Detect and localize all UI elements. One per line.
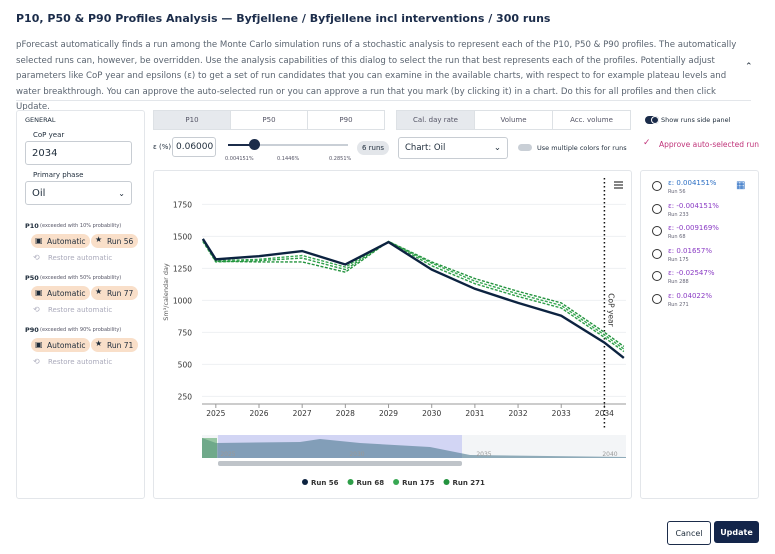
run-epsilon[interactable]: ε: 0.01657%: [668, 246, 712, 255]
epsilon-input[interactable]: 0.06000: [172, 137, 216, 157]
run-text: Run 77: [107, 288, 134, 298]
chart-select-value: Chart: Oil: [405, 143, 446, 153]
chevron: ⌄: [493, 143, 501, 153]
toggle[interactable]: [518, 144, 532, 151]
run-name[interactable]: Run 175: [668, 256, 689, 263]
run-epsilon[interactable]: ε: -0.02547%: [668, 269, 715, 277]
star-icon: ★: [95, 287, 103, 296]
run-pill[interactable]: ★ Run 71: [91, 338, 139, 352]
measure-tab[interactable]: Acc. volume: [552, 110, 631, 130]
run-name[interactable]: Run 56: [668, 189, 686, 195]
description: pForecast automatically finds a run amon…: [16, 40, 737, 112]
mode-icon: ▣: [35, 340, 43, 349]
toggle-label: Show runs side panel: [661, 116, 731, 124]
approve-icon[interactable]: ✓: [643, 138, 651, 148]
restore-icon: ⟲: [33, 253, 40, 262]
radio[interactable]: [652, 181, 662, 191]
run-pill[interactable]: ★ Run 56: [91, 234, 139, 248]
toggle[interactable]: [645, 116, 659, 124]
epsilon-label: ε (%): [153, 143, 172, 151]
chevron: ⌄: [118, 188, 125, 198]
run-name[interactable]: Run 271: [668, 301, 689, 308]
star-icon: ★: [95, 339, 103, 348]
run-text: Run 71: [107, 340, 134, 350]
profile-note: (exceeded with 10% probability): [40, 223, 122, 229]
restore-icon: ⟲: [33, 305, 40, 314]
radio[interactable]: [652, 248, 662, 259]
chart-panel: [153, 170, 632, 499]
radio[interactable]: [652, 203, 662, 214]
slider-label: 0.004151%: [225, 156, 254, 162]
measure-tab[interactable]: Volume: [474, 110, 553, 130]
toggle-label: Use multiple colors for runs: [537, 144, 627, 152]
profile-note: (exceeded with 50% probability): [40, 275, 122, 281]
collapse-icon[interactable]: ⌃: [745, 62, 753, 72]
radio[interactable]: [652, 226, 662, 236]
run-name[interactable]: Run 288: [668, 279, 689, 285]
profile-name: P90: [25, 326, 39, 334]
run-name[interactable]: Run 68: [668, 234, 686, 240]
field-label: CoP year: [33, 131, 65, 139]
cop-year-input[interactable]: 2034: [25, 141, 132, 165]
run-epsilon[interactable]: ε: -0.009169%: [668, 224, 719, 232]
dialog-title: P10, P50 & P90 Profiles Analysis — Byfje…: [16, 12, 551, 25]
slider-label: 0.1446%: [277, 156, 300, 162]
run-count: 6 runs: [357, 141, 390, 155]
restore-link[interactable]: Restore automatic: [48, 306, 113, 314]
runs-panel: [640, 170, 759, 499]
radio[interactable]: [652, 293, 662, 304]
mode-pill[interactable]: ▣ Automatic: [31, 286, 91, 300]
cancel-button[interactable]: Cancel: [667, 521, 711, 545]
radio[interactable]: [652, 271, 662, 281]
mode-icon: ▣: [35, 288, 43, 297]
mode-text: Automatic: [47, 236, 86, 246]
divider: [16, 100, 751, 101]
approve-link[interactable]: Approve auto-selected run: [659, 140, 759, 149]
field-label: Primary phase: [33, 171, 84, 179]
restore-icon: ⟲: [33, 357, 40, 366]
slider-label: 0.2851%: [329, 156, 352, 162]
measure-tab[interactable]: Cal. day rate: [396, 110, 475, 130]
star-icon: ★: [95, 235, 103, 244]
left-panel: [16, 110, 145, 499]
section-label: GENERAL: [25, 116, 56, 124]
run-epsilon[interactable]: ε: -0.004151%: [668, 201, 719, 210]
chart-select[interactable]: Chart: Oil ⌄: [398, 137, 508, 159]
run-text: Run 56: [107, 236, 134, 246]
profile-tab[interactable]: P90: [307, 110, 385, 130]
mode-icon: ▣: [35, 236, 43, 245]
profile-note: (exceeded with 90% probability): [40, 327, 122, 333]
run-name[interactable]: Run 233: [668, 211, 689, 218]
phase-value: Oil: [32, 187, 46, 199]
slider-thumb[interactable]: [249, 139, 260, 150]
mode-text: Automatic: [47, 288, 86, 298]
run-epsilon[interactable]: ε: 0.04022%: [668, 291, 712, 300]
slider-track: [228, 144, 348, 146]
run-epsilon[interactable]: ε: 0.004151%: [668, 179, 717, 187]
profile-name: P50: [25, 274, 39, 282]
profile-tab[interactable]: P10: [153, 110, 231, 130]
restore-link[interactable]: Restore automatic: [48, 254, 113, 262]
mode-pill[interactable]: ▣ Automatic: [31, 234, 91, 248]
restore-link[interactable]: Restore automatic: [48, 358, 113, 366]
calc-icon[interactable]: ▦: [736, 180, 746, 191]
mode-pill[interactable]: ▣ Automatic: [31, 338, 91, 352]
phase-select[interactable]: Oil ⌄: [25, 181, 132, 205]
profile-name: P10: [25, 222, 39, 230]
update-button[interactable]: Update: [714, 521, 759, 543]
run-pill[interactable]: ★ Run 77: [91, 286, 139, 300]
profile-tab[interactable]: P50: [230, 110, 308, 130]
mode-text: Automatic: [47, 340, 86, 350]
